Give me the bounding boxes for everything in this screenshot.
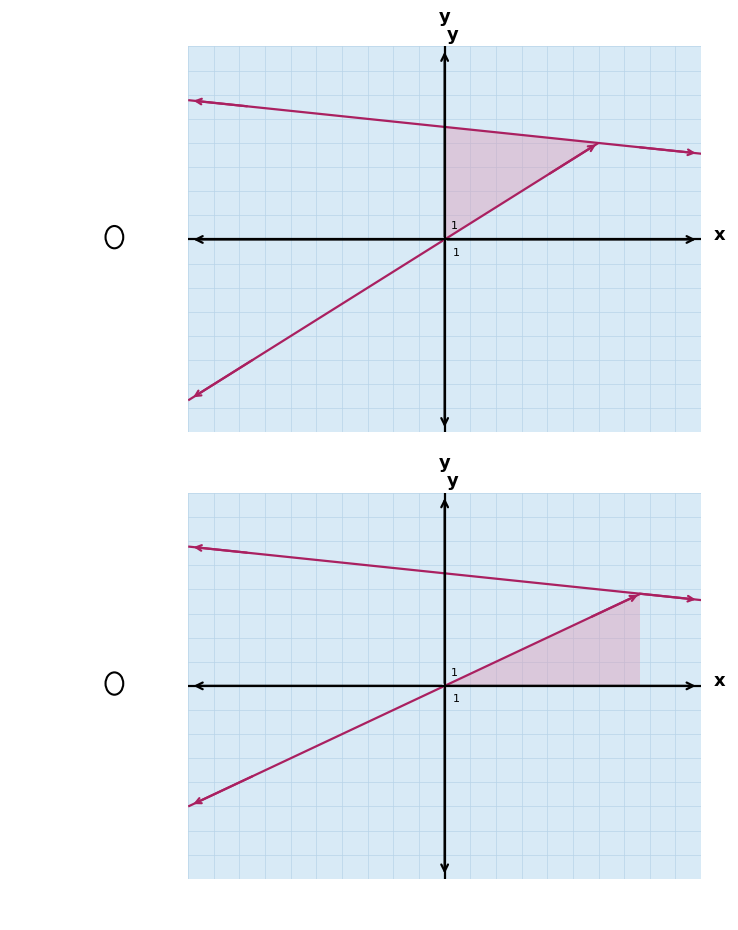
Text: y: y xyxy=(446,472,458,490)
Text: y: y xyxy=(446,26,458,44)
Text: 1: 1 xyxy=(450,668,458,678)
Text: y: y xyxy=(439,8,450,26)
Text: y: y xyxy=(439,455,450,472)
Text: x: x xyxy=(714,672,725,690)
Text: x: x xyxy=(714,226,725,244)
Text: 1: 1 xyxy=(452,247,460,258)
Polygon shape xyxy=(444,593,641,686)
Polygon shape xyxy=(444,126,599,240)
Text: 1: 1 xyxy=(452,694,460,704)
Text: 1: 1 xyxy=(450,221,458,232)
